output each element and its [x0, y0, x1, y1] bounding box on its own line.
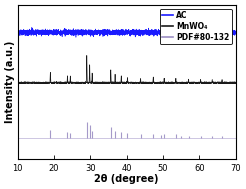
Y-axis label: Intensity (a.u.): Intensity (a.u.)	[5, 41, 15, 123]
Legend: AC, MnWO₄, PDF#80-132: AC, MnWO₄, PDF#80-132	[160, 9, 232, 44]
X-axis label: 2θ (degree): 2θ (degree)	[94, 174, 159, 184]
